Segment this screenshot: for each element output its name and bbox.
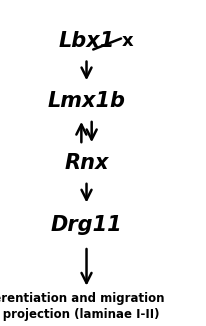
Text: Lbx1: Lbx1 xyxy=(58,31,115,51)
Text: Differentiation and migration: Differentiation and migration xyxy=(0,292,165,305)
Text: Rnx: Rnx xyxy=(64,153,109,173)
Text: Drg11: Drg11 xyxy=(51,215,122,235)
Text: Lmx1b: Lmx1b xyxy=(48,91,125,111)
Text: x: x xyxy=(122,32,133,50)
Text: TrkA projection (laminae I-II): TrkA projection (laminae I-II) xyxy=(0,308,160,321)
